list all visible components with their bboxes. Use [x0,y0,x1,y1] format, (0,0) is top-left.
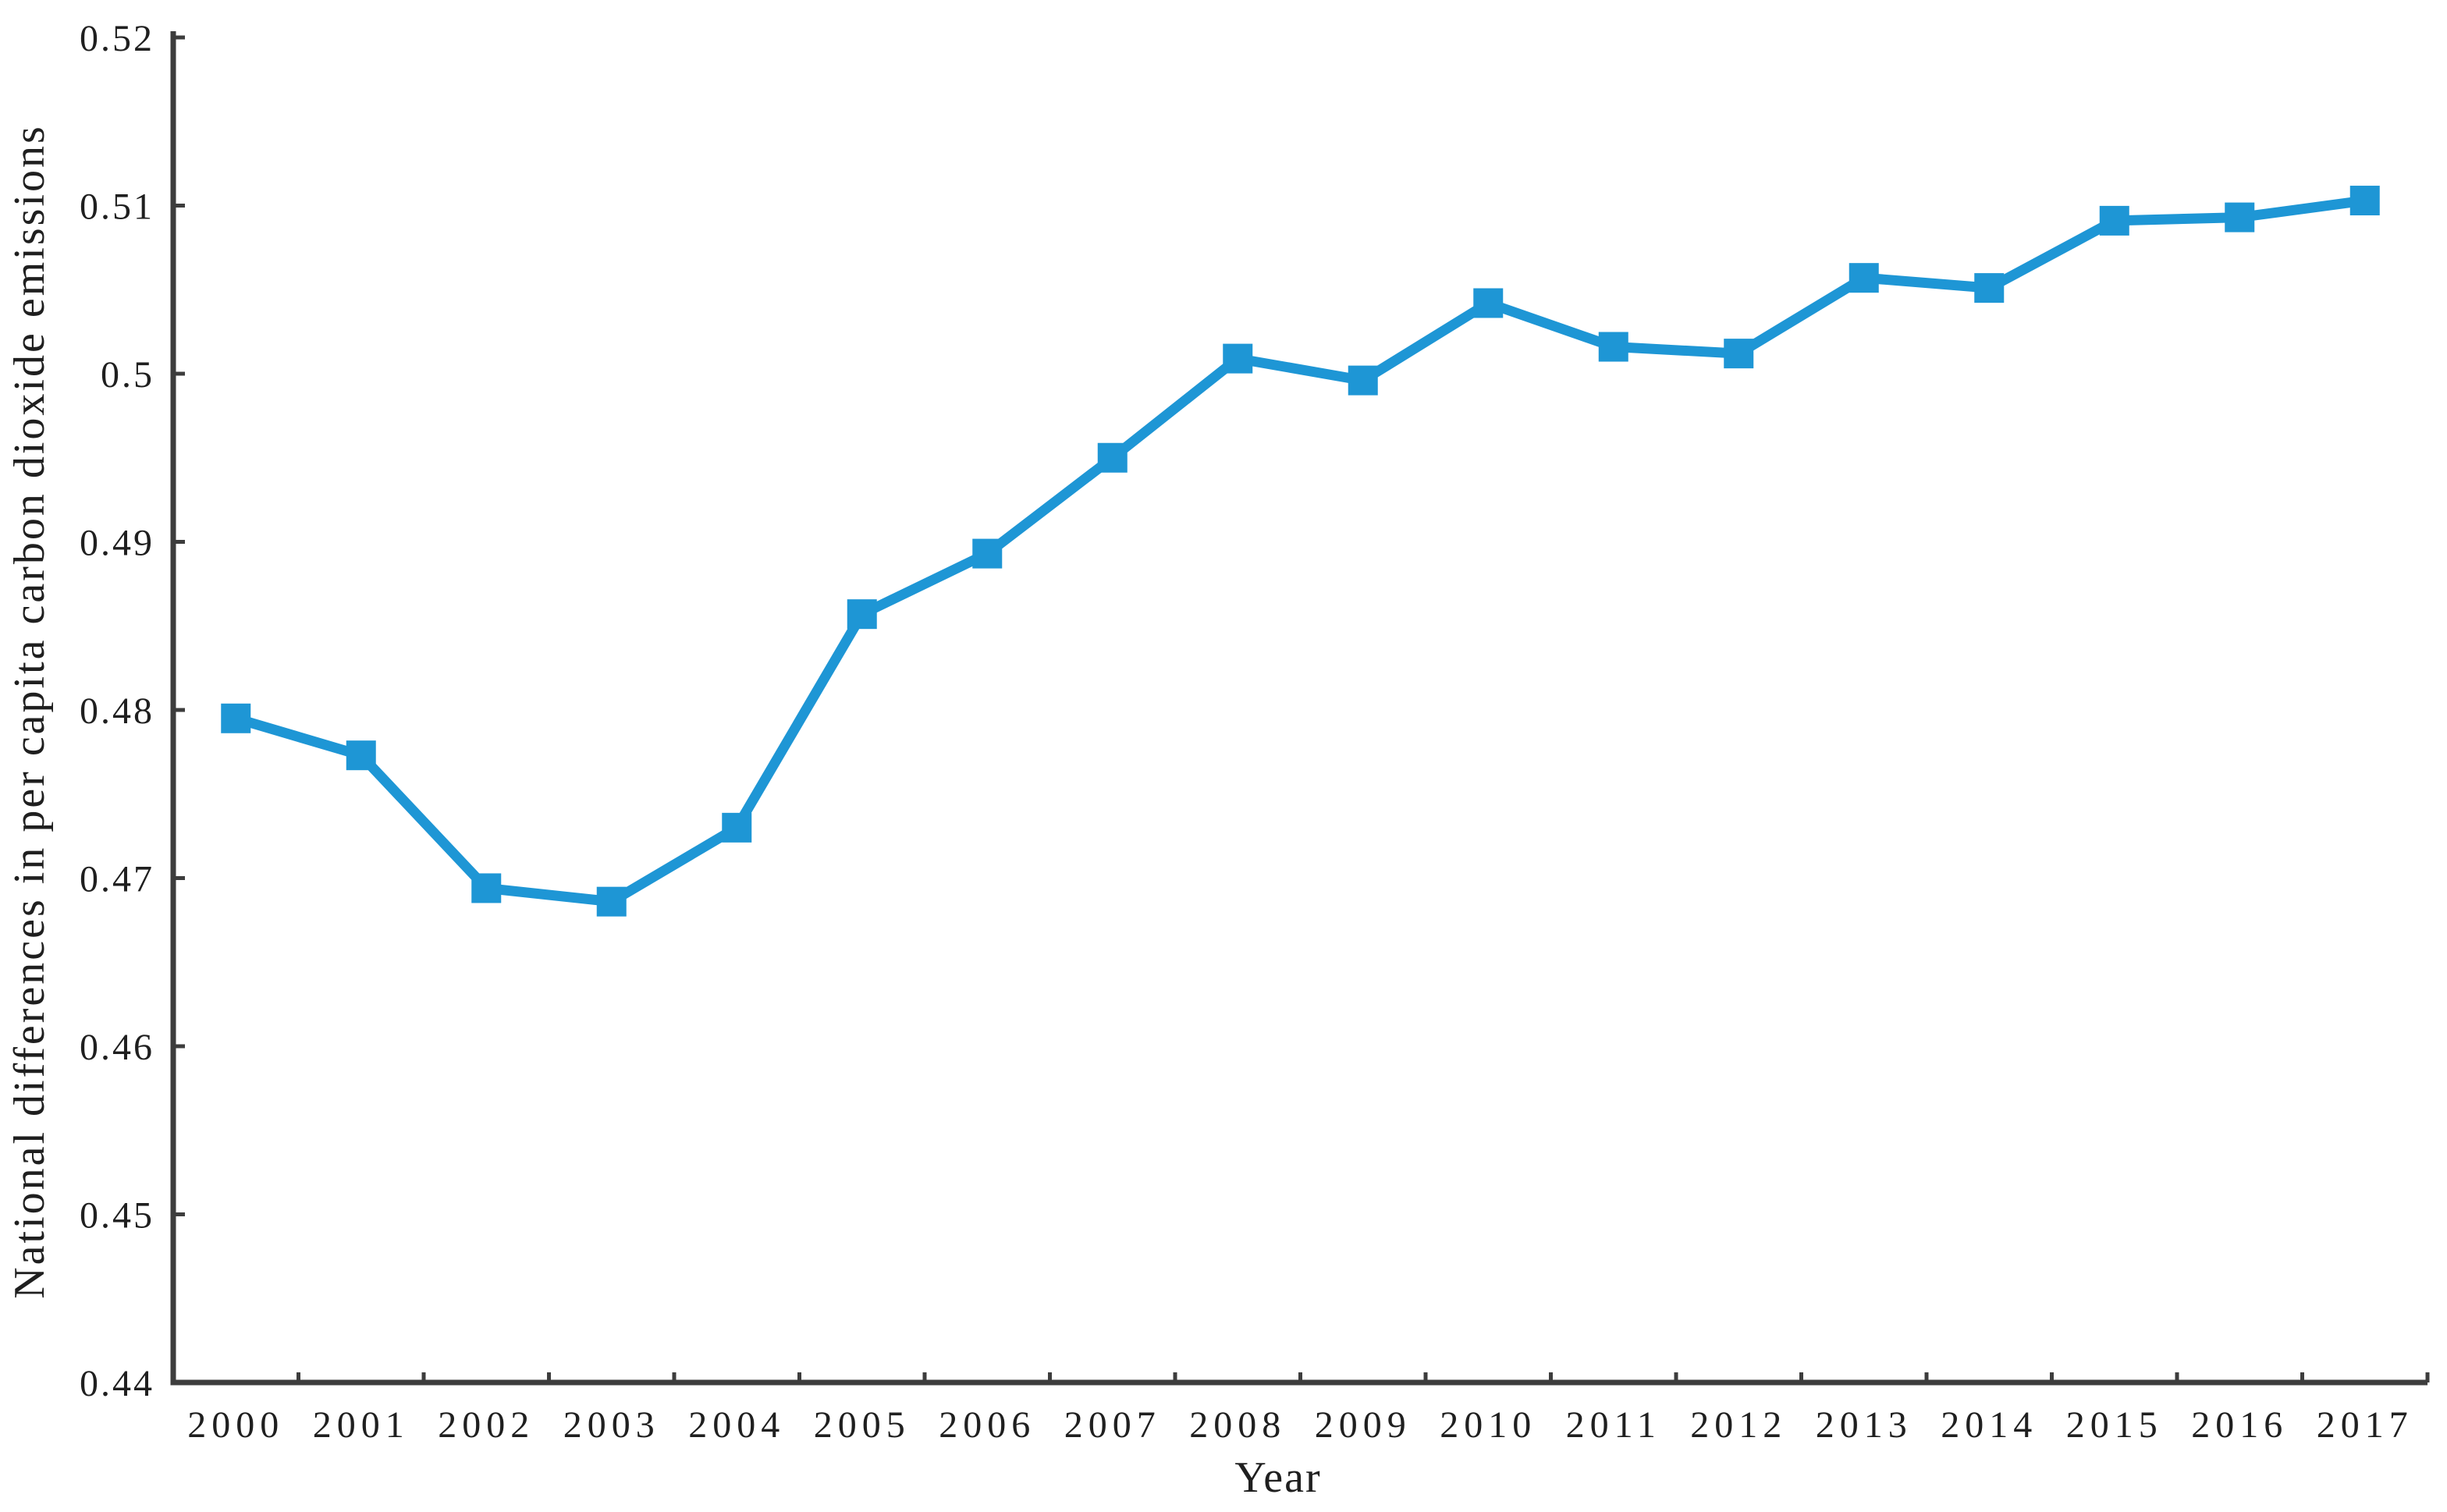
y-tick-label: 0.51 [80,186,154,228]
data-point-2011 [1598,332,1628,362]
x-tick-label: 2014 [1941,1404,2037,1446]
data-point-2000 [221,703,251,733]
series-line [234,195,2366,907]
data-point-2004 [722,812,752,843]
data-point-2003 [596,886,627,917]
chart-generated-content: 0.44 0.45 0.46 0.47 0.48 0.49 0.5 0.51 0.52 2000 2… [80,18,2430,1446]
x-tick-label: 2004 [688,1404,785,1446]
x-tick-label: 2015 [2066,1404,2163,1446]
data-point-2017 [2349,186,2380,216]
x-tick-label: 2007 [1064,1404,1161,1446]
y-tick-label: 0.45 [80,1195,154,1237]
x-tick-label: 2013 [1816,1404,1912,1446]
x-axis-title: Year [1234,1453,1321,1502]
y-axis-title: National differences in per capita carbo… [5,124,54,1299]
x-tick-label: 2005 [814,1404,911,1446]
data-point-2012 [1724,339,1754,369]
y-tick-label: 0.48 [80,690,154,732]
x-tick-label: 2002 [438,1404,535,1446]
data-point-2009 [1348,365,1378,396]
x-tick-label: 2009 [1315,1404,1412,1446]
x-tick-label: 2010 [1440,1404,1536,1446]
y-tick-label: 0.52 [80,18,154,59]
x-tick-label: 2012 [1690,1404,1787,1446]
x-tick-label: 2001 [313,1404,410,1446]
y-tick-label: 0.5 [101,354,154,396]
data-point-2010 [1473,288,1504,318]
data-point-2005 [847,599,877,630]
data-point-2008 [1223,343,1253,374]
data-point-2013 [1849,263,1879,293]
data-point-2014 [1974,273,2005,303]
y-tick-label: 0.44 [80,1363,154,1404]
data-point-2006 [972,538,1003,569]
x-tick-label: 2016 [2191,1404,2288,1446]
data-point-2001 [346,740,376,771]
data-point-2007 [1097,442,1128,473]
x-tick-label: 2017 [2317,1404,2413,1446]
data-point-2016 [2225,202,2255,232]
x-tick-label: 2011 [1566,1404,1661,1446]
x-tick-label: 2006 [939,1404,1035,1446]
x-tick-label: 2003 [563,1404,660,1446]
x-tick-label: 2008 [1189,1404,1286,1446]
data-point-2002 [471,873,502,903]
data-point-2015 [2099,205,2129,236]
y-tick-label: 0.46 [80,1027,154,1068]
x-tick-label: 2000 [187,1404,284,1446]
y-tick-label: 0.49 [80,523,154,564]
y-tick-label: 0.47 [80,859,154,900]
